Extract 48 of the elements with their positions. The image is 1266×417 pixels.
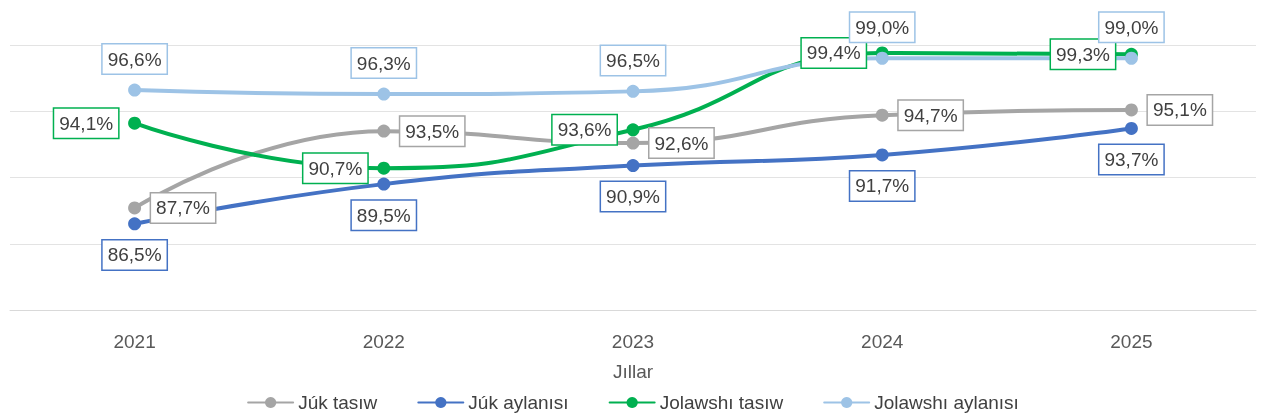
point	[377, 87, 391, 101]
point	[377, 161, 391, 175]
data-label: 96,5%	[606, 49, 661, 71]
point	[128, 116, 142, 130]
point	[128, 217, 142, 231]
data-label: 99,0%	[1104, 16, 1159, 38]
data-label: 94,1%	[59, 112, 114, 134]
x-tick-label: 2023	[611, 331, 655, 352]
data-label: 92,6%	[654, 132, 709, 154]
data-label: 90,7%	[308, 157, 363, 179]
point	[377, 177, 391, 191]
point	[875, 108, 889, 122]
data-label: 94,7%	[903, 104, 958, 126]
point	[626, 123, 640, 137]
data-label: 89,5%	[356, 204, 411, 226]
data-label: 93,7%	[1104, 148, 1159, 170]
legend-label: Júk aylanısı	[468, 392, 569, 413]
data-label: 93,5%	[405, 120, 460, 142]
data-label: 99,0%	[855, 16, 910, 38]
data-label: 95,1%	[1152, 99, 1207, 121]
data-label: 96,6%	[107, 48, 162, 70]
data-label: 86,5%	[107, 244, 162, 266]
data-label: 96,3%	[356, 52, 411, 74]
data-label: 93,6%	[557, 119, 612, 141]
point	[1124, 121, 1138, 135]
x-tick-label: 2021	[113, 331, 156, 352]
data-label: 91,7%	[855, 175, 910, 197]
point	[128, 201, 142, 215]
data-label: 99,4%	[806, 42, 861, 64]
point	[875, 51, 889, 65]
data-label: 87,7%	[156, 197, 211, 219]
point	[1124, 103, 1138, 117]
legend-label: Júk tasıw	[298, 392, 378, 413]
x-tick-label: 2024	[861, 331, 904, 352]
x-axis-title: Jıllar	[612, 361, 654, 382]
data-label: 99,3%	[1056, 43, 1110, 65]
x-tick-label: 2022	[362, 331, 405, 352]
point	[626, 136, 640, 150]
point	[875, 148, 889, 162]
point	[128, 83, 142, 97]
point	[377, 124, 391, 138]
x-tick-label: 2025	[1110, 331, 1153, 352]
data-label: 90,9%	[606, 186, 661, 208]
point	[626, 159, 640, 173]
point	[626, 84, 640, 98]
point	[1124, 51, 1138, 65]
legend-label: Jolawshı tasıw	[659, 392, 784, 413]
legend-label: Jolawshı aylanısı	[874, 392, 1019, 413]
